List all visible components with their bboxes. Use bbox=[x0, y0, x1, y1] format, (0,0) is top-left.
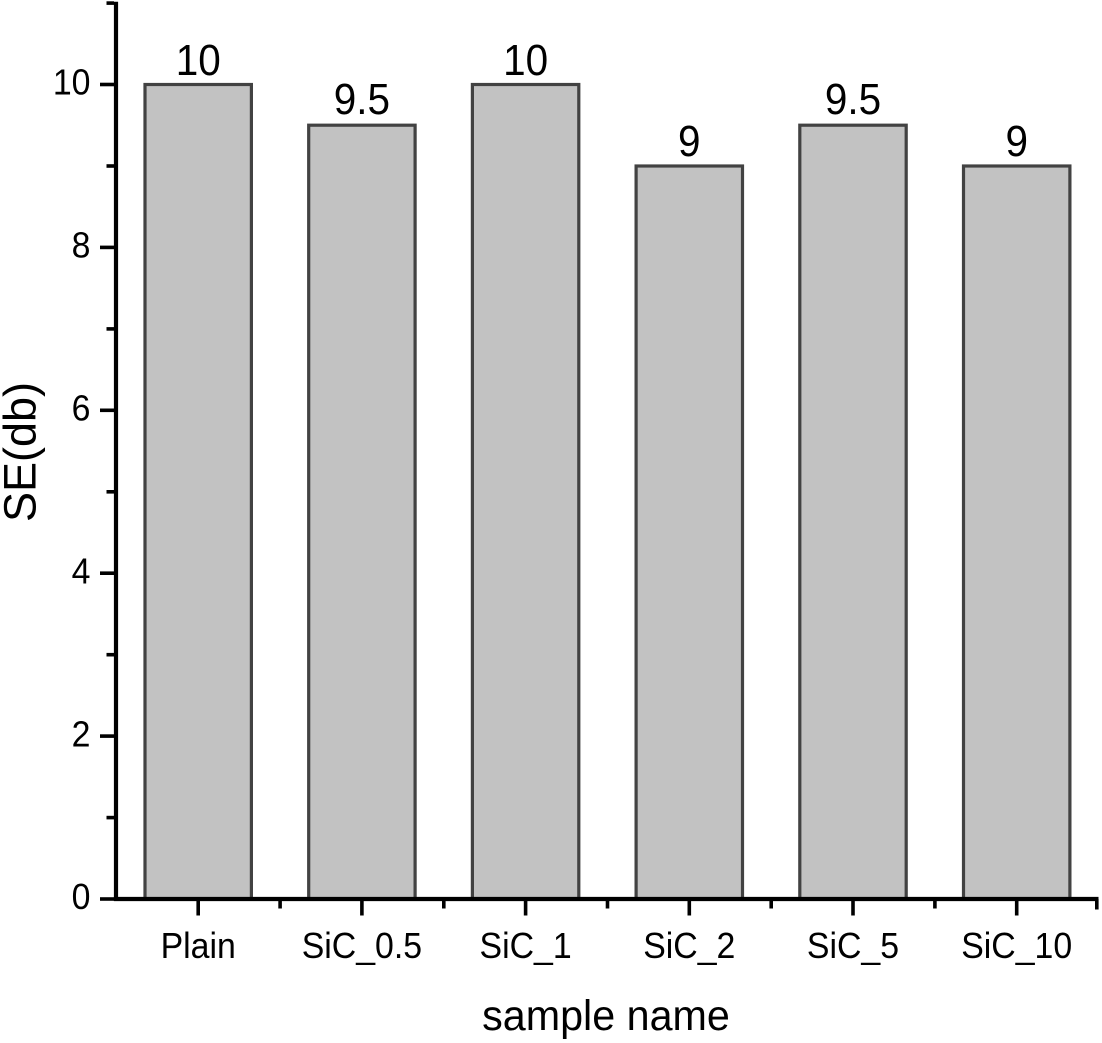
svg-text:10: 10 bbox=[503, 35, 548, 84]
svg-text:9.5: 9.5 bbox=[825, 74, 881, 123]
svg-text:8: 8 bbox=[72, 226, 91, 266]
svg-text:10: 10 bbox=[53, 63, 91, 103]
svg-text:SiC_5: SiC_5 bbox=[807, 926, 899, 966]
svg-text:0: 0 bbox=[72, 877, 91, 917]
svg-text:SiC_0.5: SiC_0.5 bbox=[302, 926, 422, 966]
svg-text:9.5: 9.5 bbox=[334, 74, 390, 123]
svg-text:9: 9 bbox=[678, 116, 701, 165]
svg-text:SE(db): SE(db) bbox=[0, 382, 46, 522]
svg-text:sample name: sample name bbox=[482, 991, 730, 1039]
svg-text:SiC_10: SiC_10 bbox=[961, 926, 1072, 966]
svg-text:Plain: Plain bbox=[161, 926, 236, 966]
svg-text:10: 10 bbox=[176, 35, 221, 84]
svg-text:SiC_1: SiC_1 bbox=[480, 926, 572, 966]
svg-text:9: 9 bbox=[1005, 116, 1028, 165]
svg-text:4: 4 bbox=[72, 551, 91, 591]
svg-text:SiC_2: SiC_2 bbox=[643, 926, 735, 966]
svg-text:2: 2 bbox=[72, 714, 91, 754]
svg-text:6: 6 bbox=[72, 389, 91, 429]
